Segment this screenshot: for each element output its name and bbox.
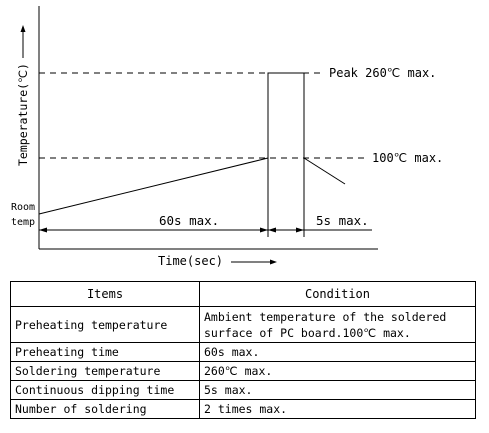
item-cell: Preheating time — [10, 342, 200, 362]
y-axis-label: Temperature(℃) — [16, 63, 30, 166]
interval-arrow-left-icon — [39, 227, 47, 233]
room-temp-label-line2: temp — [11, 217, 35, 228]
profile-cooling-line — [303, 157, 346, 185]
table-row: Continuous dipping time 5s max. — [10, 380, 476, 400]
condition-cell: 60s max. — [199, 342, 476, 362]
dip-interval-label: 5s max. — [316, 213, 369, 228]
peak-reference-label: Peak 260℃ max. — [329, 66, 436, 80]
table-header-row: Items Condition — [10, 281, 476, 307]
y-label-arrowhead-icon — [20, 25, 26, 32]
condition-line: Ambient temperature of the soldered — [204, 309, 447, 324]
soldering-profile-chart: Temperature(℃) Room temp Peak 260℃ max. … — [11, 6, 443, 268]
item-cell: Soldering temperature — [10, 361, 200, 381]
preheat-interval-label: 60s max. — [159, 213, 219, 228]
profile-peak-block — [267, 72, 305, 158]
header-items: Items — [10, 281, 200, 307]
condition-line: surface of PC board.100℃ max. — [204, 325, 411, 340]
table-row: Preheating time 60s max. — [10, 342, 476, 362]
interval-arrow-mid3-icon — [296, 227, 304, 233]
preheat-reference-label: 100℃ max. — [372, 151, 443, 165]
table-row: Preheating temperature Ambient temperatu… — [10, 306, 476, 343]
item-cell: Preheating temperature — [10, 306, 200, 343]
soldering-conditions-table: Items Condition Preheating temperature A… — [10, 281, 476, 419]
condition-cell: 2 times max. — [199, 399, 476, 419]
item-cell: Continuous dipping time — [10, 380, 200, 400]
x-label-arrowhead-icon — [270, 259, 277, 265]
interval-arrow-mid2-icon — [268, 227, 276, 233]
item-cell: Number of soldering — [10, 399, 200, 419]
header-condition: Condition — [199, 281, 476, 307]
room-temp-label-line1: Room — [11, 202, 35, 213]
x-axis-label: Time(sec) — [158, 254, 223, 268]
profile-preheat-ramp — [38, 157, 269, 215]
condition-cell: 260℃ max. — [199, 361, 476, 381]
interval-arrow-mid1-icon — [260, 227, 268, 233]
condition-cell: 5s max. — [199, 380, 476, 400]
table-row: Number of soldering 2 times max. — [10, 399, 476, 419]
condition-cell: Ambient temperature of the soldered surf… — [199, 306, 476, 343]
table-row: Soldering temperature 260℃ max. — [10, 361, 476, 381]
